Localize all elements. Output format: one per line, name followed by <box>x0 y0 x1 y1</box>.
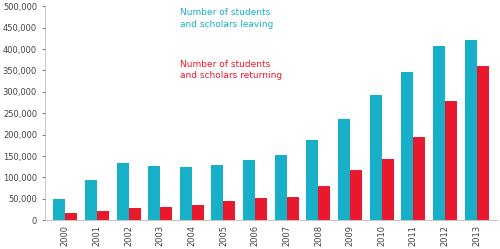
Bar <box>65 213 78 220</box>
Bar <box>160 207 172 220</box>
Bar <box>212 166 224 220</box>
Bar <box>306 140 318 220</box>
Bar <box>414 137 426 220</box>
Bar <box>97 211 109 220</box>
Bar <box>180 167 192 220</box>
Bar <box>350 170 362 220</box>
Bar <box>287 197 299 220</box>
Bar <box>370 95 382 220</box>
Bar <box>274 155 287 220</box>
Bar <box>192 205 204 220</box>
Bar <box>464 40 476 220</box>
Bar <box>476 66 488 220</box>
Bar <box>128 208 140 220</box>
Bar <box>116 163 128 220</box>
Bar <box>224 201 235 220</box>
Bar <box>433 46 445 220</box>
Bar <box>85 181 97 220</box>
Bar <box>318 187 330 220</box>
Bar <box>148 166 160 220</box>
Bar <box>243 160 255 220</box>
Bar <box>338 119 350 220</box>
Bar <box>445 101 457 220</box>
Bar <box>402 72 413 220</box>
Bar <box>53 199 65 220</box>
Bar <box>255 197 267 220</box>
Text: Number of students
and scholars returning: Number of students and scholars returnin… <box>180 60 282 80</box>
Bar <box>382 159 394 220</box>
Text: Number of students
and scholars leaving: Number of students and scholars leaving <box>180 8 274 29</box>
